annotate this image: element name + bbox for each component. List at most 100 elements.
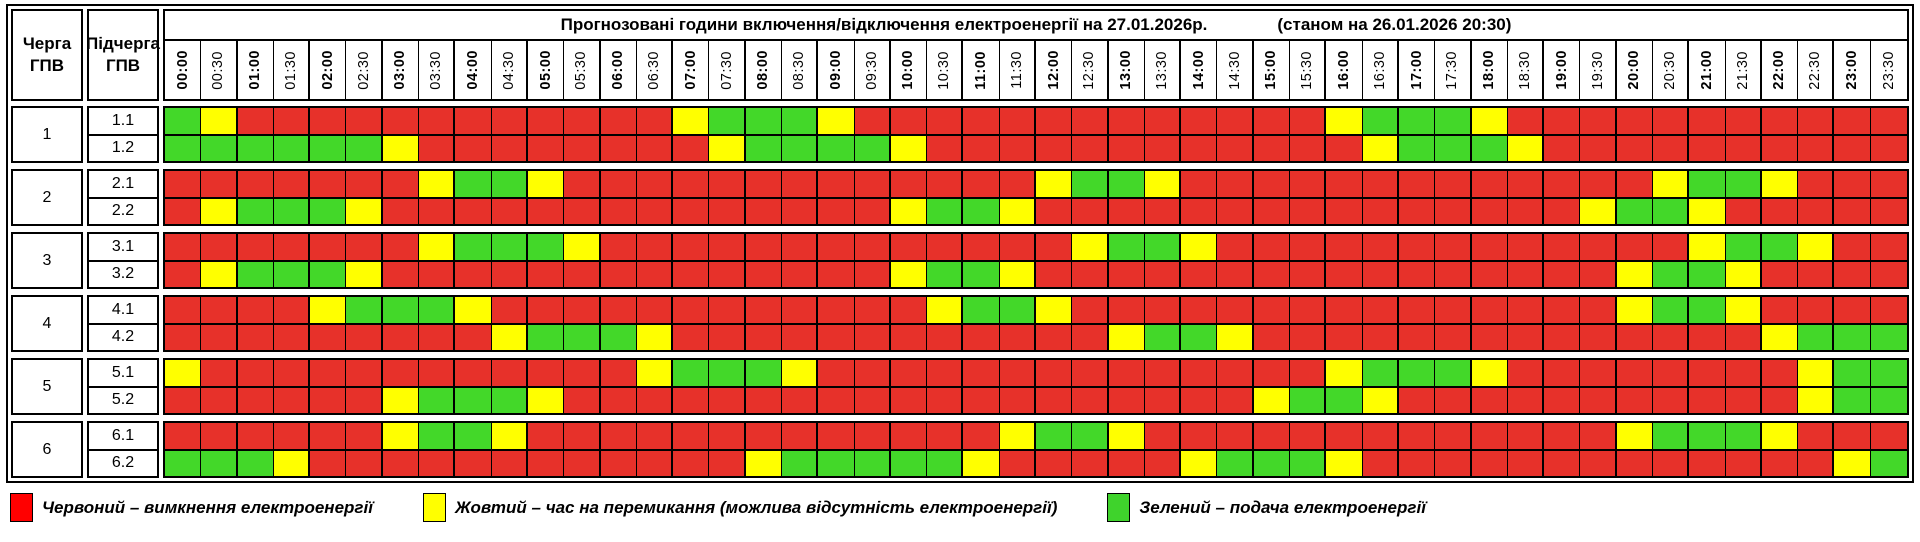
schedule-cell xyxy=(1181,135,1218,161)
schedule-cell xyxy=(564,135,601,161)
schedule-cell xyxy=(310,261,347,287)
schedule-cell xyxy=(564,423,601,449)
schedule-cell xyxy=(1108,423,1145,449)
schedule-cell xyxy=(1580,297,1617,323)
schedule-cell xyxy=(636,387,674,413)
schedule-cell xyxy=(709,324,746,350)
schedule-cell xyxy=(890,297,928,323)
schedule-cell xyxy=(999,387,1036,413)
schedule-cell xyxy=(1435,324,1472,350)
schedule-cell xyxy=(636,171,674,197)
schedule-cell xyxy=(1616,261,1653,287)
schedule-group: 1 1.1 1.2 xyxy=(11,106,1909,163)
schedule-cell xyxy=(600,297,637,323)
time-label: 23:30 xyxy=(1880,50,1897,90)
schedule-cell xyxy=(1725,234,1762,260)
schedule-cell xyxy=(1616,387,1653,413)
schedule-cell xyxy=(564,297,601,323)
schedule-cell xyxy=(1507,324,1545,350)
schedule-cell xyxy=(165,198,202,224)
schedule-cell xyxy=(237,324,274,350)
schedule-cell xyxy=(491,297,528,323)
schedule-cell xyxy=(673,234,710,260)
time-label-cell: 04:00 xyxy=(455,41,492,99)
schedule-cell xyxy=(1253,198,1291,224)
schedule-cell xyxy=(1072,171,1109,197)
schedule-cell xyxy=(600,234,637,260)
schedule-cell xyxy=(745,297,782,323)
schedule-cell xyxy=(1652,135,1690,161)
schedule-cell xyxy=(346,171,383,197)
schedule-cell xyxy=(1362,261,1399,287)
schedule-cell xyxy=(1544,198,1581,224)
schedule-cell xyxy=(564,261,601,287)
schedule-cell xyxy=(673,360,710,386)
schedule-cell xyxy=(310,198,347,224)
schedule-cell xyxy=(890,450,928,476)
schedule-cell xyxy=(927,423,964,449)
schedule-cell xyxy=(1652,234,1690,260)
schedule-cell xyxy=(1689,324,1726,350)
schedule-cell xyxy=(709,135,746,161)
schedule-cell xyxy=(1725,324,1762,350)
time-label-cell: 21:30 xyxy=(1726,41,1762,99)
schedule-cell xyxy=(1326,450,1363,476)
schedule-cell xyxy=(237,234,274,260)
schedule-cell xyxy=(636,423,674,449)
schedule-cell xyxy=(963,234,1000,260)
schedule-cell xyxy=(1217,234,1254,260)
schedule-cell xyxy=(1834,234,1871,260)
schedule-cell xyxy=(1870,171,1907,197)
schedule-cell xyxy=(165,108,202,134)
time-label-cell: 22:30 xyxy=(1798,41,1835,99)
schedule-cell xyxy=(1144,450,1182,476)
subqueue-column: 1.1 1.2 xyxy=(87,106,159,163)
schedule-cell xyxy=(527,171,565,197)
schedule-cell xyxy=(854,198,891,224)
schedule-cell xyxy=(600,324,637,350)
schedule-cell xyxy=(1652,360,1690,386)
schedule-cell xyxy=(1108,261,1145,287)
schedule-cell xyxy=(564,171,601,197)
time-label-cell: 15:00 xyxy=(1254,41,1291,99)
schedule-cell xyxy=(1290,234,1327,260)
schedule-cell xyxy=(237,135,274,161)
schedule-cell xyxy=(527,450,565,476)
schedule-cell xyxy=(310,450,347,476)
schedule-cell xyxy=(999,450,1036,476)
schedule-cell xyxy=(1834,108,1871,134)
schedule-cell xyxy=(1725,108,1762,134)
schedule-cell xyxy=(382,234,420,260)
time-label: 16:30 xyxy=(1371,50,1388,90)
schedule-cell xyxy=(1834,423,1871,449)
schedule-grid xyxy=(163,106,1909,163)
schedule-cell xyxy=(890,135,928,161)
table-header: Черга ГПВ Підчерга ГПВ Прогнозовані годи… xyxy=(11,9,1909,101)
time-label: 01:00 xyxy=(247,50,264,90)
schedule-cell xyxy=(1253,450,1291,476)
schedule-cell xyxy=(382,450,420,476)
schedule-cell xyxy=(1072,324,1109,350)
schedule-cell xyxy=(1834,171,1871,197)
schedule-cell xyxy=(1144,108,1182,134)
schedule-cell xyxy=(709,198,746,224)
schedule-cell xyxy=(1326,324,1363,350)
schedule-cell xyxy=(310,135,347,161)
green-swatch-icon xyxy=(1107,493,1131,522)
schedule-cell xyxy=(818,261,855,287)
schedule-cell xyxy=(927,135,964,161)
schedule-cell xyxy=(310,234,347,260)
schedule-cell xyxy=(854,108,891,134)
schedule-cell xyxy=(310,324,347,350)
time-label-cell: 20:30 xyxy=(1653,41,1690,99)
schedule-cell xyxy=(854,171,891,197)
schedule-grid xyxy=(163,421,1909,478)
schedule-cell xyxy=(201,297,238,323)
schedule-cell xyxy=(1798,198,1835,224)
schedule-cell xyxy=(1253,135,1291,161)
schedule-cell xyxy=(419,108,456,134)
schedule-cell xyxy=(1616,450,1653,476)
schedule-cell xyxy=(419,297,456,323)
schedule-cell xyxy=(1761,261,1799,287)
